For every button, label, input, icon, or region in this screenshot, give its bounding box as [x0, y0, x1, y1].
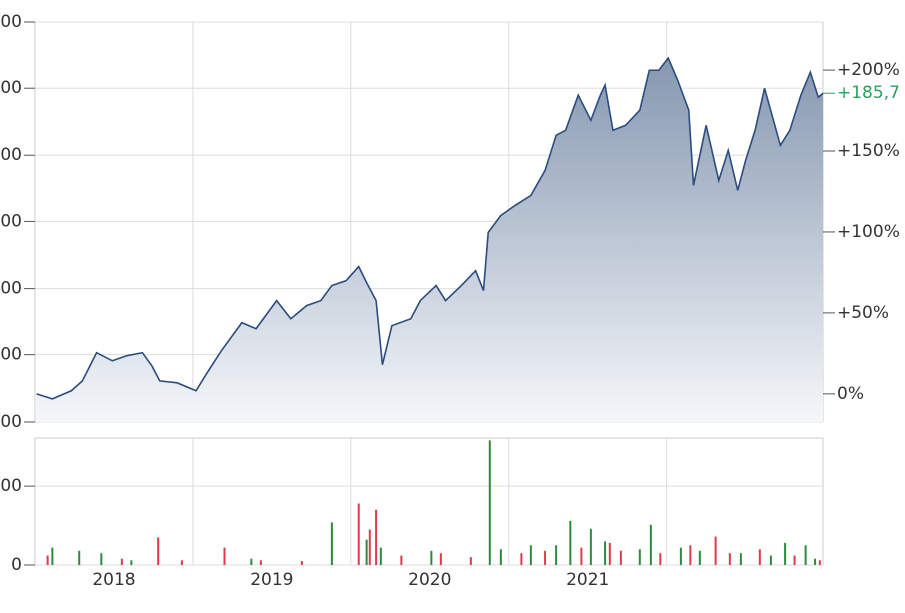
- y2-tick-label: 0%: [837, 384, 864, 404]
- volume-bar: [157, 537, 160, 565]
- volume-bar: [604, 541, 607, 565]
- volume-bar: [793, 555, 796, 565]
- volume-bar: [714, 536, 717, 565]
- volume-bar: [488, 440, 491, 565]
- volume-bar: [784, 542, 787, 565]
- volume-bar: [698, 550, 701, 565]
- x-tick-label: 2020: [408, 570, 451, 590]
- volume-bar: [100, 553, 103, 565]
- volume-bar: [814, 558, 817, 565]
- volume-bar: [569, 520, 572, 565]
- volume-bar: [250, 558, 253, 565]
- volume-bar: [769, 555, 772, 565]
- volume-bar: [330, 522, 333, 565]
- y-tick-label: 00: [0, 345, 22, 365]
- y-tick-label: 00: [0, 145, 22, 165]
- y-tick-label: 00: [0, 211, 22, 231]
- volume-bar: [649, 524, 652, 565]
- y2-tick-label: +150%: [837, 141, 900, 161]
- volume-bar: [300, 561, 303, 565]
- volume-bar: [400, 555, 403, 565]
- volume-bar: [555, 545, 558, 565]
- last-value-label: +185,7: [837, 83, 900, 103]
- volume-bar: [51, 547, 54, 565]
- x-tick-label: 2019: [250, 570, 293, 590]
- volume-bar: [368, 529, 371, 565]
- volume-bar: [520, 553, 523, 565]
- volume-bar: [430, 550, 433, 565]
- y-tick-label: 00: [0, 78, 22, 98]
- volume-bar: [818, 560, 821, 565]
- volume-bar: [365, 539, 368, 565]
- volume-bar: [439, 553, 442, 565]
- x-tick-label: 2021: [566, 570, 609, 590]
- volume-bar: [619, 550, 622, 565]
- y2-tick-label: +100%: [837, 222, 900, 242]
- volume-bar: [180, 560, 183, 565]
- volume-panel: [34, 437, 824, 566]
- line: [36, 56, 824, 400]
- y-tick-label: 0: [11, 555, 22, 575]
- volume-bar: [679, 547, 682, 565]
- volume-bar: [739, 553, 742, 565]
- volume-bar: [357, 503, 360, 565]
- y2-tick-label: +200%: [837, 60, 900, 80]
- volume-bar: [728, 553, 731, 565]
- volume-bar: [529, 545, 532, 565]
- volume-bar: [78, 550, 81, 565]
- volume-bar: [608, 542, 611, 565]
- area: [36, 58, 823, 422]
- volume-bar: [223, 547, 226, 565]
- y-tick-label: 00: [0, 412, 22, 432]
- volume-bar: [638, 549, 641, 565]
- volume-bar: [659, 553, 662, 565]
- volume-bar: [375, 509, 378, 565]
- volume-bar: [804, 545, 807, 565]
- volume-bar: [689, 545, 692, 565]
- y-tick-label: 00: [0, 279, 22, 299]
- y2-tick-label: +50%: [837, 303, 889, 323]
- x-tick-label: 2018: [92, 570, 135, 590]
- volume-bar: [379, 547, 382, 565]
- volume-bar: [499, 549, 502, 565]
- y-tick-label: 00: [0, 476, 22, 496]
- volume-bar: [130, 560, 133, 565]
- volume-bar: [469, 557, 472, 565]
- volume-bar: [758, 549, 761, 565]
- volume-bar: [544, 550, 547, 565]
- volume-bar: [589, 528, 592, 565]
- y-tick-label: 00: [0, 12, 22, 32]
- volume-bar: [46, 555, 49, 565]
- volume-bar: [580, 547, 583, 565]
- volume-bar: [120, 558, 123, 565]
- volume-bar: [259, 560, 262, 565]
